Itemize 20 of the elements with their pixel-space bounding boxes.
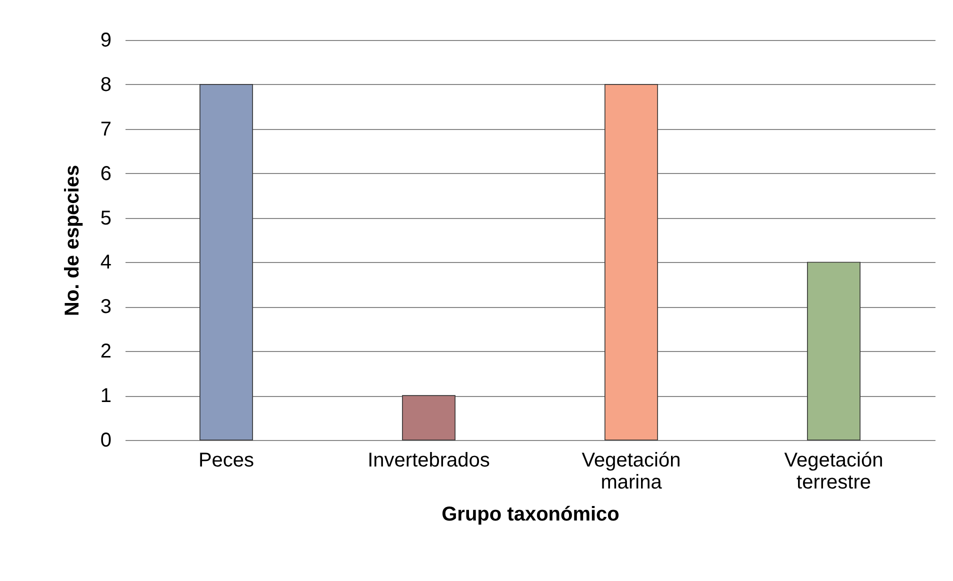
x-axis-title: Grupo taxonómico: [442, 504, 620, 526]
x-tick-label: Invertebrados: [368, 450, 490, 472]
bar: [200, 84, 253, 440]
x-tick-label: Vegetación terrestre: [784, 450, 884, 494]
y-tick-label: 4: [100, 252, 112, 274]
y-tick-label: 1: [100, 385, 112, 408]
y-tick-label: 3: [100, 296, 112, 318]
y-tick-label: 0: [100, 430, 112, 452]
bar: [604, 84, 658, 440]
y-tick-label: 5: [100, 207, 112, 230]
y-tick-label: 9: [100, 30, 112, 52]
y-tick-label: 2: [100, 340, 112, 363]
bar: [807, 262, 860, 440]
y-axis-title: No. de especies: [61, 164, 84, 316]
y-tick-label: 7: [100, 118, 112, 140]
x-tick-label: Peces: [198, 450, 254, 472]
y-tick-label: 6: [100, 162, 112, 185]
bar: [402, 395, 456, 440]
y-tick-label: 8: [100, 74, 112, 96]
x-tick-label: Vegetación marina: [582, 450, 681, 494]
